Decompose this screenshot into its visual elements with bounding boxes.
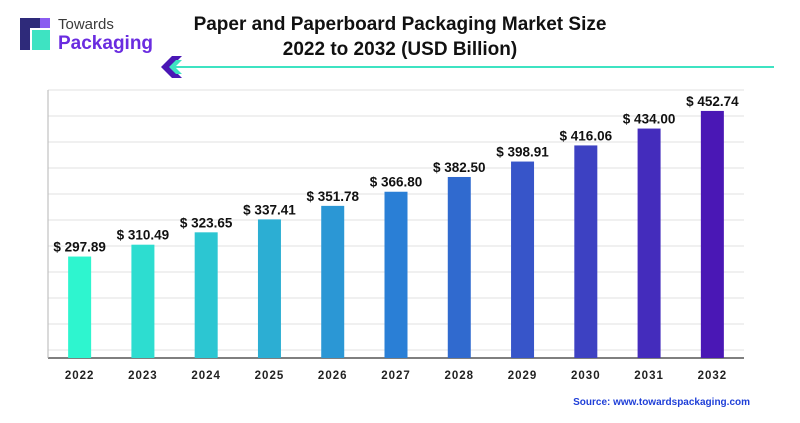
bar-2022 bbox=[68, 256, 92, 358]
value-label-2024: $ 323.65 bbox=[180, 215, 233, 230]
bar-2031 bbox=[637, 128, 661, 358]
bar-2030 bbox=[574, 145, 598, 358]
chart-title-line2: 2022 to 2032 (USD Billion) bbox=[282, 39, 518, 60]
x-tick-label-2023: 2023 bbox=[128, 370, 158, 382]
value-label-2029: $ 398.91 bbox=[496, 145, 549, 160]
x-tick-label-2022: 2022 bbox=[65, 370, 95, 382]
bar-2027 bbox=[384, 191, 408, 358]
chart-title-line1: Paper and Paperboard Packaging Market Si… bbox=[193, 14, 607, 35]
value-label-2031: $ 434.00 bbox=[623, 112, 676, 127]
x-tick-label-2030: 2030 bbox=[571, 370, 601, 382]
bar-2026 bbox=[321, 205, 345, 358]
x-tick-label-2024: 2024 bbox=[191, 370, 221, 382]
brand-name-line2: Packaging bbox=[58, 33, 154, 54]
bar-2029 bbox=[511, 161, 535, 358]
x-tick-label-2025: 2025 bbox=[255, 370, 285, 382]
bar-2023 bbox=[131, 244, 155, 358]
x-tick-label-2032: 2032 bbox=[698, 370, 728, 382]
value-label-2025: $ 337.41 bbox=[243, 202, 296, 217]
value-labels: $ 297.89 $ 310.49 $ 323.65 $ 337.41 $ 351.78… bbox=[53, 94, 739, 255]
x-tick-label-2031: 2031 bbox=[634, 370, 664, 382]
title-divider bbox=[172, 66, 774, 68]
value-label-2026: $ 351.78 bbox=[306, 189, 359, 204]
bar-2028 bbox=[447, 176, 471, 358]
x-tick-label-2026: 2026 bbox=[318, 370, 348, 382]
chart-title: Paper and Paperboard Packaging Market Si… bbox=[190, 12, 610, 62]
source-note: Source: www.towardspackaging.com bbox=[573, 397, 750, 408]
bars bbox=[68, 110, 724, 358]
value-label-2030: $ 416.06 bbox=[560, 128, 613, 143]
value-label-2023: $ 310.49 bbox=[117, 228, 170, 243]
brand-logo: Towards Packaging bbox=[18, 14, 208, 58]
bar-2032 bbox=[700, 110, 724, 358]
value-label-2028: $ 382.50 bbox=[433, 160, 486, 175]
chevron-left-icon bbox=[161, 56, 182, 78]
bar-2025 bbox=[257, 219, 281, 358]
x-tick-label-2028: 2028 bbox=[444, 370, 474, 382]
value-label-2032: $ 452.74 bbox=[686, 94, 739, 109]
logo-cube-icon bbox=[20, 18, 50, 50]
brand-name-line1: Towards bbox=[58, 16, 114, 33]
x-tick-labels: 2022 2023 2024 2025 2026 2027 2028 2029 2030 2031… bbox=[65, 370, 728, 382]
value-label-2022: $ 297.89 bbox=[53, 240, 106, 255]
x-tick-label-2027: 2027 bbox=[381, 370, 411, 382]
x-tick-label-2029: 2029 bbox=[508, 370, 538, 382]
bar-2024 bbox=[194, 232, 218, 358]
value-label-2027: $ 366.80 bbox=[370, 175, 423, 190]
